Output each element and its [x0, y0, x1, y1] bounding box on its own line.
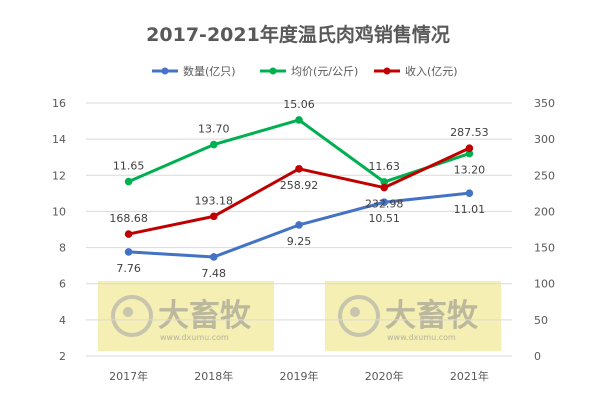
- y-right-tick-label: 350: [534, 97, 555, 110]
- y-left-tick-label: 16: [52, 97, 66, 110]
- data-point: [210, 140, 218, 149]
- watermark-logo-icon: [111, 295, 153, 337]
- x-axis: 2017年 2018年 2019年 2020年 2021年: [109, 369, 489, 383]
- y-axis-right: 0 50 100 150 200 250 300 350: [534, 97, 555, 363]
- legend-item: 均价(元/公斤): [260, 65, 358, 78]
- y-left-tick-label: 12: [52, 169, 66, 182]
- watermark-logo-icon: [338, 295, 380, 337]
- x-tick-label: 2020年: [365, 369, 404, 383]
- data-point: [124, 177, 133, 186]
- data-label: 11.01: [454, 203, 486, 216]
- legend-marker: [161, 67, 169, 75]
- y-right-tick-label: 250: [534, 169, 555, 182]
- legend: 数量(亿只) 均价(元/公斤) 收入(亿元): [152, 64, 458, 78]
- data-point: [465, 144, 474, 152]
- watermark-logo-dot-icon: [123, 307, 133, 317]
- y-left-tick-label: 2: [59, 350, 66, 363]
- data-point: [210, 212, 218, 221]
- y-left-tick-label: 6: [59, 278, 66, 291]
- data-point: [124, 230, 133, 238]
- data-label: 168.68: [109, 212, 148, 225]
- y-axis-left: 2 4 6 8 10 12 14 16: [52, 97, 66, 363]
- legend-marker: [383, 67, 391, 75]
- data-point: [380, 183, 389, 192]
- data-point: [380, 178, 389, 186]
- legend-label: 收入(亿元): [405, 64, 458, 78]
- watermark-brand: 大畜牧: [385, 298, 479, 334]
- x-tick-label: 2021年: [450, 369, 489, 383]
- data-point: [295, 165, 303, 173]
- watermark-logo-dot-icon: [350, 307, 360, 317]
- y-right-tick-label: 200: [534, 205, 555, 218]
- chart-title: 2017-2021年度温氏肉鸡销售情况: [146, 23, 450, 46]
- legend-label: 数量(亿只): [183, 65, 236, 78]
- data-point: [124, 248, 133, 256]
- y-right-tick-label: 300: [534, 133, 555, 146]
- data-label: 258.92: [280, 179, 319, 192]
- x-tick-label: 2017年: [109, 369, 148, 383]
- legend-item: 数量(亿只): [152, 65, 236, 78]
- data-label: 287.53: [450, 126, 489, 139]
- data-point: [295, 116, 303, 124]
- data-label: 11.63: [368, 160, 400, 173]
- data-label: 15.06: [283, 98, 315, 111]
- watermark-site: www.dxumu.com: [387, 333, 456, 342]
- data-label: 193.18: [195, 194, 234, 207]
- y-left-tick-label: 10: [52, 205, 66, 218]
- y-left-tick-label: 14: [52, 133, 66, 146]
- data-labels: 7.76 7.48 9.25 10.51 11.01 11.65 13.70 15.06 11.…: [109, 98, 488, 280]
- y-left-tick-label: 4: [59, 314, 66, 327]
- data-point: [465, 149, 474, 158]
- data-label: 13.70: [198, 123, 230, 136]
- x-tick-label: 2019年: [280, 369, 319, 383]
- data-label: 11.65: [113, 160, 145, 173]
- data-label: 9.25: [287, 235, 312, 248]
- data-label: 232.98: [365, 198, 404, 211]
- legend-marker: [269, 67, 277, 75]
- data-label: 7.76: [116, 262, 141, 275]
- data-point: [295, 221, 303, 229]
- data-point: [380, 198, 389, 207]
- y-right-tick-label: 150: [534, 242, 555, 255]
- series-layer: [124, 116, 474, 261]
- y-left-tick-label: 8: [59, 242, 66, 255]
- y-right-tick-label: 50: [534, 314, 548, 327]
- data-label: 10.51: [368, 212, 400, 225]
- legend-label: 均价(元/公斤): [291, 65, 358, 78]
- y-right-tick-label: 0: [534, 350, 541, 363]
- watermark-brand: 大畜牧: [158, 298, 252, 334]
- gridlines: [86, 102, 512, 357]
- data-label: 7.48: [202, 267, 227, 280]
- data-point: [210, 253, 218, 261]
- y-right-tick-label: 100: [534, 278, 555, 291]
- watermark-site: www.dxumu.com: [160, 333, 229, 342]
- data-label: 13.20: [454, 164, 486, 177]
- legend-item: 收入(亿元): [374, 64, 458, 78]
- data-point: [465, 189, 474, 197]
- x-tick-label: 2018年: [194, 369, 233, 383]
